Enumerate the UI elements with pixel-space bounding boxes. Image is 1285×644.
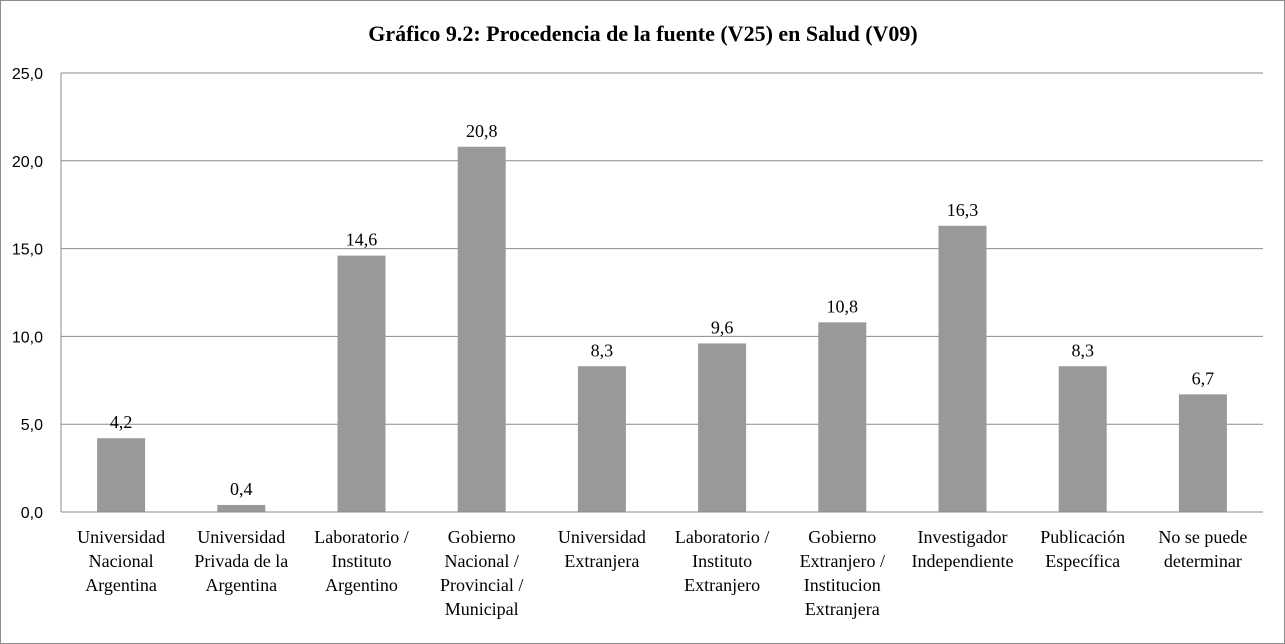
data-labels: 4,2 0,4 14,6 20,8 8,3 9,6 10,8 16,3 8,3 6,7 xyxy=(110,121,1214,499)
x-category-label: Argentina xyxy=(85,575,157,595)
x-category-label: Publicación xyxy=(1040,527,1125,547)
x-category-label: Instituto xyxy=(692,551,752,571)
data-label: 20,8 xyxy=(466,121,498,141)
y-axis-ticks: 0,0 5,0 10,0 15,0 20,0 25,0 xyxy=(12,66,43,522)
x-category-label: Nacional / xyxy=(444,551,518,571)
x-axis-categories: Universidad Nacional Argentina Universidad P… xyxy=(77,527,1247,619)
data-label: 8,3 xyxy=(1071,340,1094,360)
data-label: 8,3 xyxy=(591,340,614,360)
x-category-label: Argentina xyxy=(205,575,277,595)
bar xyxy=(938,225,987,512)
bar xyxy=(1178,394,1227,512)
axes xyxy=(60,73,1263,513)
x-category-label: Independiente xyxy=(912,551,1014,571)
y-tick-label: 0,0 xyxy=(21,505,43,522)
x-category-label: Laboratorio / xyxy=(314,527,408,547)
x-category-label: Universidad xyxy=(197,527,285,547)
data-label: 14,6 xyxy=(346,230,378,250)
x-category-label: Privada de la xyxy=(194,551,288,571)
x-category-label: Institucion xyxy=(804,575,881,595)
bars xyxy=(97,146,1227,512)
x-category-label: Argentino xyxy=(325,575,398,595)
data-label: 6,7 xyxy=(1192,368,1215,388)
data-label: 16,3 xyxy=(947,200,979,220)
bar xyxy=(818,322,867,512)
data-label: 0,4 xyxy=(230,479,253,499)
y-tick-label: 5,0 xyxy=(21,417,43,434)
x-category-label: Extranjera xyxy=(564,551,639,571)
data-label: 10,8 xyxy=(827,296,859,316)
y-tick-label: 15,0 xyxy=(12,242,43,259)
bar xyxy=(97,438,146,512)
x-category-label: Extranjero / xyxy=(800,551,885,571)
chart-title: Gráfico 9.2: Procedencia de la fuente (V… xyxy=(368,21,918,46)
bar xyxy=(457,146,506,512)
bar xyxy=(337,255,386,512)
x-category-label: No se puede xyxy=(1158,527,1247,547)
x-category-label: Nacional xyxy=(89,551,154,571)
x-category-label: Municipal xyxy=(445,599,519,619)
data-label: 9,6 xyxy=(711,317,734,337)
x-category-label: Laboratorio / xyxy=(675,527,769,547)
y-tick-label: 20,0 xyxy=(12,154,43,171)
y-tick-label: 10,0 xyxy=(12,329,43,346)
x-category-label: Extranjero xyxy=(684,575,760,595)
x-category-label: Investigador xyxy=(918,527,1008,547)
bar xyxy=(1058,366,1107,512)
bar xyxy=(577,366,626,512)
bar xyxy=(217,504,266,512)
x-category-label: Gobierno xyxy=(808,527,876,547)
data-label: 4,2 xyxy=(110,412,133,432)
x-category-label: Universidad xyxy=(77,527,165,547)
x-category-label: Provincial / xyxy=(440,575,524,595)
y-tick-label: 25,0 xyxy=(12,66,43,83)
x-category-label: Extranjera xyxy=(805,599,880,619)
x-category-label: Gobierno xyxy=(448,527,516,547)
x-category-label: Universidad xyxy=(558,527,646,547)
x-category-label: determinar xyxy=(1164,551,1242,571)
x-category-label: Específica xyxy=(1045,551,1120,571)
x-category-label: Instituto xyxy=(331,551,391,571)
bar xyxy=(698,343,747,512)
